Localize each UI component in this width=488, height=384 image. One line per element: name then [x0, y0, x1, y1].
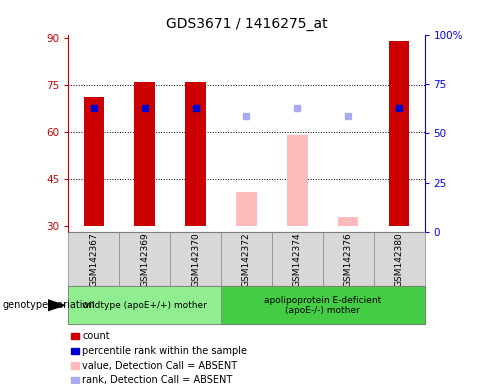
- Text: GSM142369: GSM142369: [140, 232, 149, 286]
- Text: count: count: [82, 331, 110, 341]
- Text: wildtype (apoE+/+) mother: wildtype (apoE+/+) mother: [82, 301, 207, 310]
- Bar: [83, 97, 104, 226]
- Bar: [389, 41, 409, 226]
- Bar: [68, 232, 119, 286]
- Text: value, Detection Call = ABSENT: value, Detection Call = ABSENT: [82, 361, 238, 371]
- Bar: [68, 286, 221, 324]
- Bar: [338, 217, 358, 226]
- Bar: [185, 82, 206, 226]
- Bar: [170, 232, 221, 286]
- Bar: [272, 232, 323, 286]
- Title: GDS3671 / 1416275_at: GDS3671 / 1416275_at: [165, 17, 327, 31]
- Bar: [374, 232, 425, 286]
- Bar: [135, 82, 155, 226]
- Text: genotype/variation: genotype/variation: [2, 300, 95, 310]
- Text: GSM142376: GSM142376: [344, 232, 353, 286]
- Text: GSM142380: GSM142380: [395, 232, 404, 286]
- Text: rank, Detection Call = ABSENT: rank, Detection Call = ABSENT: [82, 375, 233, 384]
- Text: GSM142367: GSM142367: [89, 232, 98, 286]
- Text: GSM142372: GSM142372: [242, 232, 251, 286]
- Bar: [221, 232, 272, 286]
- Bar: [236, 192, 257, 226]
- Text: apolipoprotein E-deficient
(apoE-/-) mother: apolipoprotein E-deficient (apoE-/-) mot…: [264, 296, 382, 315]
- Bar: [323, 232, 374, 286]
- Bar: [287, 135, 307, 226]
- Text: GSM142370: GSM142370: [191, 232, 200, 286]
- Bar: [119, 232, 170, 286]
- Bar: [287, 135, 307, 226]
- Text: GSM142374: GSM142374: [293, 232, 302, 286]
- Bar: [221, 286, 425, 324]
- Text: percentile rank within the sample: percentile rank within the sample: [82, 346, 247, 356]
- Polygon shape: [48, 299, 66, 311]
